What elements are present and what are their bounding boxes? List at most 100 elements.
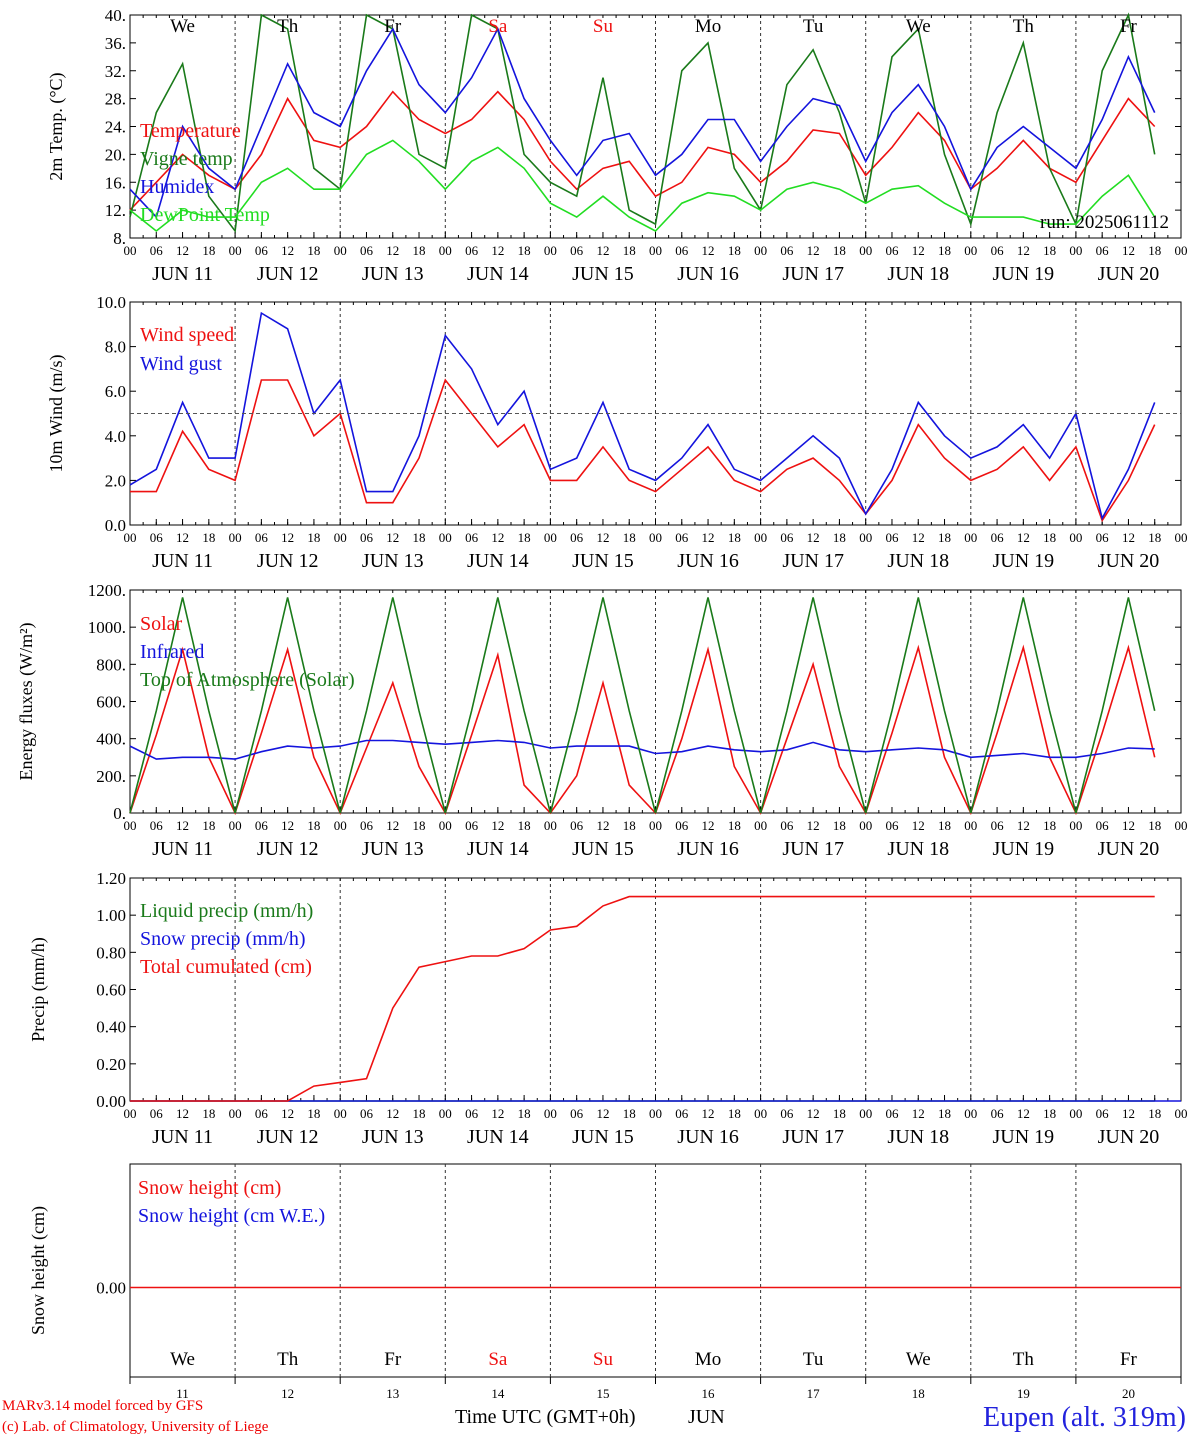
weekday-label-top: Tu [803,16,824,37]
date-label: JUN 16 [677,1126,739,1148]
weekday-label-top: Fr [384,16,402,37]
y-tick-label: 200. [96,767,126,786]
series-line-vigne-temp [129,12,1156,234]
date-label: JUN 20 [1098,838,1160,860]
month-label: JUN [688,1406,725,1428]
panel-frame-3 [129,589,1182,814]
hour-tick-label: 06 [1096,243,1110,258]
date-label: JUN 12 [257,838,319,860]
y-tick-label: 0.00 [96,1279,126,1298]
y-tick-label: 36. [105,34,126,53]
hour-tick-label: 00 [334,243,347,258]
hour-tick-label: 18 [518,243,531,258]
date-label: JUN 14 [467,263,529,285]
series-line-solar [129,644,1156,816]
hour-tick-label: 06 [885,530,899,545]
hour-tick-label: 00 [649,818,662,833]
date-label: JUN 18 [887,263,949,285]
hour-tick-label: 18 [1148,1106,1161,1121]
hour-tick-label: 12 [281,1106,294,1121]
y-tick-label: 8. [113,229,126,248]
hour-tick-label: 18 [833,1106,846,1121]
y-tick-label: 6.0 [105,382,126,401]
footer-credit-line1: MARv3.14 model forced by GFS [2,1398,204,1414]
hour-tick-label: 00 [1069,818,1082,833]
date-label: JUN 15 [572,550,634,572]
x-axis-4: 00 06 12 18 JUN 11 00 06 12 18 JUN 12 00 06 12 18 JUN … [124,878,1188,1148]
y-tick-label: 10.0 [96,293,126,312]
hour-tick-label: 18 [202,243,215,258]
hour-tick-label: 00 [649,530,662,545]
date-label: JUN 20 [1098,1126,1160,1148]
y-axis-label-1: 2m Temp. (°C) [46,72,67,180]
y-tick-label: 1.20 [96,869,126,888]
weekday-label-top: Mo [695,16,721,37]
date-label: JUN 14 [467,838,529,860]
hour-tick-label: 00 [334,818,347,833]
y-axis-3: 0. 200. 400. 600. 800. 1000. 1200. [88,581,1181,823]
hour-tick-label: 00 [754,818,767,833]
date-label: JUN 14 [467,1126,529,1148]
legend-entry: Wind speed [140,324,234,346]
hour-tick-label: 00 [859,1106,872,1121]
date-label: JUN 19 [993,1126,1055,1148]
day-number-label: 19 [1017,1386,1030,1401]
hour-tick-label: 18 [1043,243,1056,258]
hour-tick-label: 00 [229,1106,242,1121]
hour-tick-label: 00 [649,243,662,258]
hour-tick-label: 06 [465,1106,479,1121]
hour-tick-label: 18 [307,1106,320,1121]
hour-tick-label: 00 [964,1106,977,1121]
footer-credit-line2: (c) Lab. of Climatology, University of L… [2,1419,269,1435]
hour-tick-label: 18 [833,243,846,258]
weekday-label-bottom: We [906,1349,931,1370]
hour-tick-label: 00 [859,243,872,258]
hour-tick-label: 12 [1017,818,1030,833]
hour-tick-label: 00 [1175,530,1188,545]
hour-tick-label: 18 [413,530,426,545]
hour-tick-label: 00 [124,1106,137,1121]
hour-tick-label: 18 [728,243,741,258]
hour-tick-label: 18 [413,243,426,258]
weekday-label-top: Th [277,16,299,37]
hour-tick-label: 06 [1096,818,1110,833]
y-tick-label: 4.0 [105,427,126,446]
legend-entry: DewPoint Temp [140,204,270,226]
series-line-humidex [129,26,1156,219]
hour-tick-label: 18 [413,818,426,833]
hour-tick-label: 12 [1017,530,1030,545]
date-label: JUN 18 [887,1126,949,1148]
hour-tick-label: 06 [675,1106,689,1121]
hour-tick-label: 18 [1043,530,1056,545]
hour-tick-label: 12 [176,243,189,258]
y-axis-label-5: Snow height (cm) [28,1206,49,1335]
y-tick-label: 12. [105,201,126,220]
hour-tick-label: 18 [518,530,531,545]
hour-tick-label: 00 [964,530,977,545]
weekday-label-top: We [170,16,195,37]
hour-tick-label: 12 [596,530,609,545]
hour-tick-label: 00 [124,243,137,258]
date-label: JUN 17 [782,550,844,572]
weekday-label-bottom: Sa [488,1349,508,1370]
hour-tick-label: 06 [885,243,899,258]
hour-tick-label: 18 [623,243,636,258]
hour-tick-label: 18 [1043,1106,1056,1121]
hour-tick-label: 06 [991,243,1005,258]
hour-tick-label: 18 [202,1106,215,1121]
hour-tick-label: 00 [439,1106,452,1121]
date-label: JUN 19 [993,263,1055,285]
hour-tick-label: 00 [544,243,557,258]
hour-tick-label: 06 [780,530,794,545]
hour-tick-label: 12 [912,243,925,258]
y-tick-label: 1200. [88,581,126,600]
legend-entry: Snow height (cm W.E.) [138,1205,325,1227]
hour-tick-label: 00 [1175,1106,1188,1121]
run-annotation: run: 2025061112 [1040,212,1169,233]
date-label: JUN 12 [257,263,319,285]
hour-tick-label: 18 [623,530,636,545]
hour-tick-label: 06 [150,530,164,545]
hour-tick-label: 06 [1096,530,1110,545]
series-line-temperature [129,90,1156,211]
date-label: JUN 11 [152,263,213,285]
